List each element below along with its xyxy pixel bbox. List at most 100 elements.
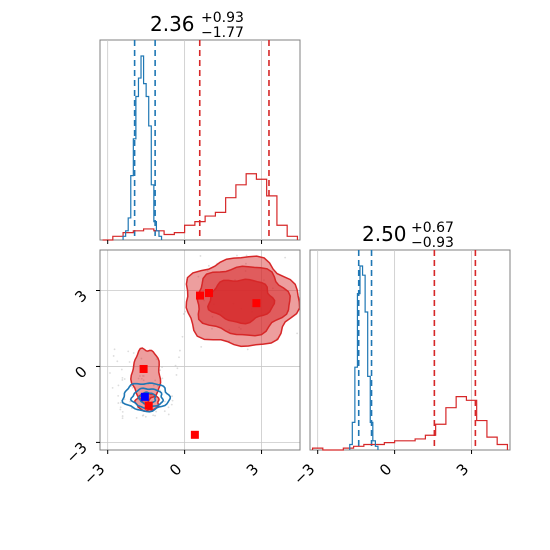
sample-dot [207,264,210,267]
sample-dot [117,394,120,397]
sample-dot [119,406,122,409]
sample-dot [284,256,287,259]
sample-dot [154,379,157,382]
sample-dot [116,360,119,363]
sample-dot [135,416,138,419]
joint-x-ticks: −3 0 3 [80,450,262,488]
sample-dot [140,357,143,360]
sample-dot [245,254,248,257]
sample-dot [159,369,161,372]
joint-xtick-label-2: 3 [243,460,262,479]
joint-xtick-label-0: −3 [80,460,108,488]
title-param1-minus: −1.77 [201,25,244,41]
hist2-xtick-label-0: −3 [290,460,318,488]
histogram-red-param2 [311,396,509,451]
sample-dot [131,386,134,389]
blue-marker-5 [140,392,149,401]
sample-dot [120,368,123,371]
sample-dot [184,310,187,313]
sample-dot [236,254,238,257]
sample-dot [119,401,122,404]
sample-dot [171,395,173,398]
sample-dot [176,367,179,370]
sample-dot [155,410,158,413]
red-marker-3 [139,364,148,373]
sample-dot [132,352,135,354]
sample-dot [152,384,155,387]
sample-dot [154,414,156,417]
sample-dot [206,270,209,272]
sample-dot [246,348,249,351]
sample-dot [113,348,116,351]
blue-contour-0 [121,382,172,413]
histogram-grid-param1 [107,40,262,240]
histogram-panel-param2: −3 0 3 2.50 +0.67 −0.93 [290,220,511,488]
sample-dot [141,374,144,377]
histogram-blue-param1 [122,55,163,240]
sample-dot [137,377,140,380]
red-contour-inner [207,278,276,325]
red-marker-6 [190,430,199,439]
red-contours [130,255,300,412]
sample-dot [163,400,166,403]
red-marker-0 [196,291,204,300]
sample-dot [140,377,143,380]
sample-dot [245,262,247,265]
sample-dot [144,415,147,418]
sample-dot [123,378,126,380]
blue-contour-1 [129,387,165,410]
sample-dot [167,413,170,416]
sample-dot [178,356,180,359]
sample-dot [161,377,164,380]
sample-dot [141,414,144,417]
histogram-ticks-param1 [107,240,263,244]
histogram-blue-param2 [349,265,379,450]
joint-ytick-label-1: 0 [71,363,90,382]
sample-dot [167,406,170,409]
sample-dot [117,384,120,387]
sample-dot [128,361,131,363]
sample-dot [129,400,131,403]
sample-dot [161,366,163,369]
sample-dot [155,358,158,360]
sample-dot [119,408,122,411]
sample-dot [121,376,124,379]
joint-y-ticks: −3 0 3 [62,287,100,467]
sample-dot [182,313,185,315]
sample-dot [181,335,184,338]
histogram-quantile-lines-param1 [133,40,270,240]
histogram-frame-param2 [309,249,511,451]
joint-ytick-label-2: 3 [71,287,90,306]
sample-dot [163,410,166,413]
sample-dot [175,374,178,376]
histogram-x-ticks-param2: −3 0 3 [290,450,472,488]
hist2-xtick-label-1: 0 [376,460,395,479]
sample-dot [211,327,213,330]
title-param1-value: 2.36 [150,12,195,36]
histogram-grid-param2 [317,250,472,450]
sample-dot [179,349,181,352]
sample-dot [109,372,111,374]
sample-dot [170,403,173,406]
histogram-red-param1 [102,173,299,241]
sample-dot [199,255,202,257]
sample-dot [171,399,174,402]
sample-dot [121,410,124,413]
title-param2-value: 2.50 [362,222,407,246]
red-marker-4 [144,401,153,410]
sample-dot [121,415,124,417]
sample-dot [121,379,124,381]
sample-dot [123,398,126,401]
title-param1-plus: +0.93 [201,10,244,26]
sample-dot [174,364,177,367]
sample-dot [117,402,120,404]
title-param2-minus: −0.93 [411,235,454,251]
sample-dot [121,417,124,420]
histogram-quantile-lines-param2 [357,250,477,450]
truth-markers [139,289,261,439]
sample-dot [151,400,153,403]
joint-xtick-label-1: 0 [166,460,185,479]
hist2-xtick-label-2: 3 [453,460,472,479]
sample-dot [142,379,145,382]
